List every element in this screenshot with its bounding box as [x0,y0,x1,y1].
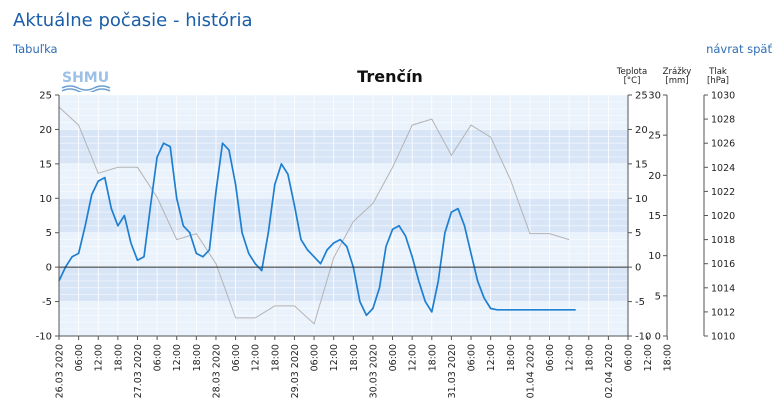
plot-band [59,163,628,199]
x-tick-label: 29.03 2020 [290,344,301,398]
precipitation-tick-label: 25 [648,131,661,142]
x-tick-label: 18:00 [506,344,517,371]
x-tick-label: 12:00 [643,344,654,371]
temperature-tick-label-right: -10 [635,332,651,343]
pressure-tick-label: 1022 [711,187,735,198]
x-tick-label: 18:00 [663,344,674,371]
x-tick-label: 12:00 [408,344,419,371]
x-tick-label: 28.03 2020 [211,344,222,398]
back-link[interactable]: návrat späť [706,42,772,56]
temperature-tick-label-right: 0 [635,263,641,274]
plot-band [59,95,628,130]
temperature-tick-label-right: 5 [635,228,641,239]
pressure-tick-label: 1014 [711,283,735,294]
x-tick-label: 18:00 [427,344,438,371]
temperature-tick-label-left: 15 [39,159,52,170]
pressure-tick-label: 1018 [711,235,735,246]
x-tick-label: 18:00 [270,344,281,371]
temperature-axis-unit: [°C] [624,76,641,86]
pressure-series-line [58,106,570,325]
plot-band [59,198,628,233]
precipitation-tick-label: 5 [655,291,661,302]
x-tick-label: 06:00 [74,344,85,371]
temperature-tick-label-left: 20 [39,125,52,136]
precipitation-tick-label: 15 [648,211,661,222]
x-tick-label: 12:00 [172,344,183,371]
precipitation-tick-label: 30 [648,91,661,102]
x-tick-label: 18:00 [192,344,203,371]
temperature-tick-label-left: 5 [46,228,52,239]
temperature-tick-label-right: 10 [635,194,648,205]
temperature-tick-label-left: 0 [46,263,52,274]
x-tick-label: 06:00 [545,344,556,371]
x-tick-label: 06:00 [388,344,399,371]
pressure-tick-label: 1016 [711,259,735,270]
x-tick-label: 27.03 2020 [133,344,144,398]
temperature-tick-label-left: -5 [42,297,52,308]
temperature-tick-label-left: -10 [36,332,52,343]
pressure-tick-label: 1028 [711,115,735,126]
pressure-tick-label: 1026 [711,139,735,150]
x-tick-label: 12:00 [251,344,262,371]
pressure-tick-label: 1010 [711,332,735,343]
plot-band [59,301,628,336]
x-tick-label: 12:00 [94,344,105,371]
x-tick-label: 12:00 [329,344,340,371]
temperature-axis-label: Teplota [616,67,647,77]
x-tick-label: 18:00 [113,344,124,371]
precipitation-tick-label: 10 [648,251,661,262]
pressure-tick-label: 1012 [711,307,735,318]
x-tick-label: 06:00 [310,344,321,371]
precipitation-tick-label: 0 [655,332,661,343]
x-tick-label: 18:00 [349,344,360,371]
x-tick-label: 01.04 2020 [525,344,536,398]
table-link[interactable]: Tabuľka [13,42,58,56]
x-tick-label: 02.04 2020 [604,344,615,398]
temperature-tick-label-left: 10 [39,194,52,205]
pressure-axis-unit: [hPa] [707,76,729,86]
pressure-tick-label: 1024 [711,163,735,174]
x-tick-label: 18:00 [584,344,595,371]
shmu-logo: SHMU [61,70,111,92]
temperature-tick-label-right: 25 [635,91,648,102]
pressure-tick-label: 1030 [711,91,735,102]
x-tick-label: 06:00 [624,344,635,371]
temperature-tick-label-left: 25 [39,91,52,102]
x-tick-label: 30.03 2020 [368,344,379,398]
x-tick-label: 12:00 [565,344,576,371]
x-tick-label: 06:00 [153,344,164,371]
x-tick-label: 31.03 2020 [447,344,458,398]
precipitation-tick-label: 20 [648,171,661,182]
plot-band [59,232,628,268]
x-tick-label: 12:00 [486,344,497,371]
pressure-tick-label: 1020 [711,211,735,222]
x-tick-label: 06:00 [231,344,242,371]
plot-band [59,129,628,164]
x-tick-label: 06:00 [467,344,478,371]
precipitation-axis-unit: [mm] [665,76,688,86]
temperature-series-line [58,142,576,317]
temperature-tick-label-right: 15 [635,159,648,170]
pressure-axis-label: Tlak [708,67,727,77]
x-tick-label: 26.03 2020 [55,344,66,398]
plot-band [59,267,628,302]
temperature-tick-label-right: -5 [635,297,645,308]
page-title: Aktuálne počasie - história [13,10,253,31]
chart-title: Trenčín [357,67,423,86]
svg-text:SHMU: SHMU [62,70,109,86]
temperature-tick-label-right: 20 [635,125,648,136]
precipitation-axis-label: Zrážky [663,67,692,77]
